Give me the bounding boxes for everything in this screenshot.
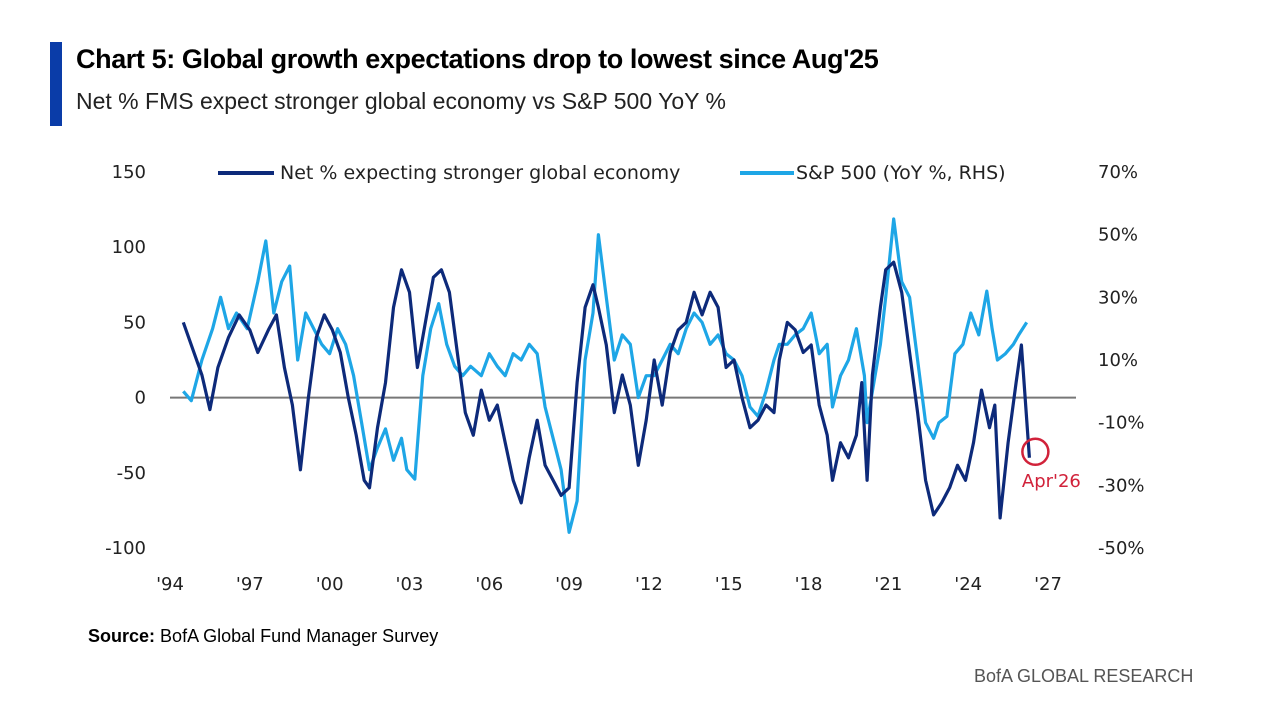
y-right-tick-label: -30% [1098, 475, 1145, 496]
series-line-sp500 [182, 217, 1029, 534]
title-accent-bar [50, 42, 62, 126]
y-left-tick-label: 50 [123, 312, 146, 333]
y-right-tick-label: 30% [1098, 287, 1138, 308]
y-axis-right: 70% 50% 30% 10% -10% -30% -50% [1098, 162, 1145, 559]
chart-subtitle: Net % FMS expect stronger global economy… [76, 88, 726, 114]
x-tick-label: '94 [156, 574, 184, 595]
legend-label: S&P 500 (YoY %, RHS) [796, 162, 1006, 184]
x-tick-label: '00 [316, 574, 344, 595]
annotation-group: Apr'26 [1021, 437, 1081, 492]
series-line-net-expecting [181, 260, 1031, 520]
y-axis-left: 150 100 50 0 -50 -100 [105, 162, 146, 559]
y-right-tick-label: -10% [1098, 413, 1145, 434]
annotation-circle [1021, 437, 1050, 467]
x-tick-label: '18 [795, 574, 823, 595]
y-left-tick-label: 0 [135, 388, 146, 409]
x-tick-label: '03 [396, 574, 424, 595]
annotation-label: Apr'26 [1022, 471, 1081, 492]
x-tick-label: '21 [874, 574, 902, 595]
x-tick-label: '12 [635, 574, 663, 595]
x-tick-label: '24 [954, 574, 982, 595]
y-left-tick-label: 150 [112, 162, 146, 183]
x-tick-label: '09 [555, 574, 583, 595]
y-left-tick-label: 100 [112, 237, 146, 258]
y-right-tick-label: 70% [1098, 162, 1138, 183]
brand-footer: BofA GLOBAL RESEARCH [974, 666, 1194, 686]
source-note: Source: BofA Global Fund Manager Survey [88, 626, 438, 647]
x-tick-label: '06 [475, 574, 503, 595]
x-tick-label: '27 [1034, 574, 1062, 595]
y-right-tick-label: 50% [1098, 225, 1138, 246]
y-right-tick-label: -50% [1098, 538, 1145, 559]
y-left-tick-label: -100 [105, 538, 146, 559]
source-label: Source: [88, 626, 156, 646]
x-tick-label: '97 [236, 574, 264, 595]
chart-legend: Net % expecting stronger global economy S… [218, 162, 1006, 184]
series-group [181, 217, 1031, 534]
x-tick-label: '15 [715, 574, 743, 595]
legend-label: Net % expecting stronger global economy [280, 162, 680, 184]
y-right-tick-label: 10% [1098, 350, 1138, 371]
source-text: BofA Global Fund Manager Survey [160, 626, 439, 646]
y-left-tick-label: -50 [117, 463, 146, 484]
chart-title: Chart 5: Global growth expectations drop… [76, 44, 879, 74]
x-axis: '94 '97 '00 '03 '06 '09 '12 '15 '18 '21 '24 '27 [156, 574, 1062, 595]
